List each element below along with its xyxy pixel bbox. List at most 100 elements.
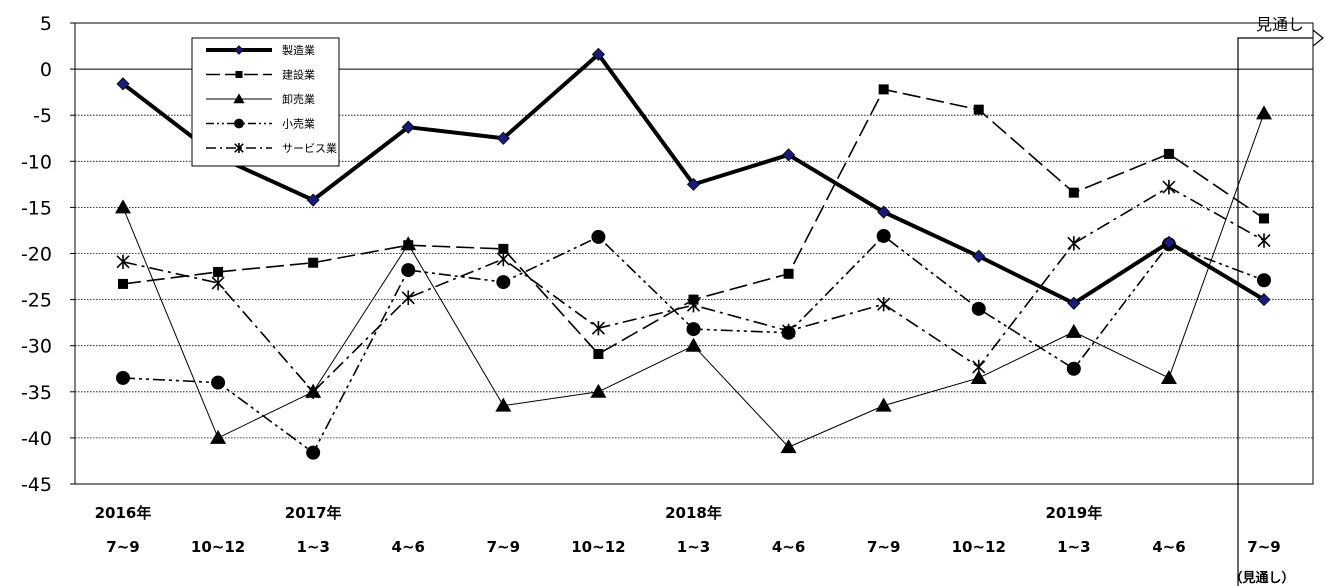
forecast-arrow-head	[1312, 29, 1324, 47]
data-point	[1162, 235, 1176, 250]
data-point	[401, 120, 415, 134]
data-point	[686, 177, 701, 191]
data-point	[495, 397, 512, 412]
data-point	[401, 263, 416, 278]
data-point	[306, 445, 321, 460]
legend-label: サービス業	[282, 142, 337, 155]
data-point	[591, 229, 606, 244]
data-point	[116, 254, 130, 269]
y-axis: 5 0 -5 -10 -15 -20 -25 -30 -35 -40 -45	[21, 13, 75, 496]
data-point	[116, 77, 130, 91]
data-point	[1256, 105, 1272, 120]
data-point	[590, 383, 607, 398]
year-label: 2016年	[95, 504, 152, 522]
data-point	[686, 297, 701, 313]
data-point	[1066, 361, 1081, 376]
forecast-line	[1237, 37, 1313, 586]
data-point	[1162, 179, 1176, 195]
x-tick-label: 1~3	[1057, 538, 1090, 556]
legend-marker	[234, 142, 244, 154]
data-point	[1257, 273, 1271, 288]
y-tick-label: 0	[40, 59, 52, 81]
x-tick-label: 7~9	[106, 538, 139, 556]
y-tick-label: -20	[21, 244, 52, 266]
data-point	[972, 249, 986, 263]
series-circle	[116, 228, 1271, 460]
data-point	[782, 323, 796, 339]
data-point	[1067, 236, 1081, 251]
y-tick-label: -25	[21, 290, 52, 312]
data-point	[877, 297, 891, 312]
data-point	[1257, 293, 1271, 307]
data-point	[211, 275, 225, 291]
forecast-note: （見通し）	[1229, 570, 1294, 586]
legend-label: 小売業	[282, 118, 315, 131]
data-point	[875, 397, 892, 412]
x-tick-label: 10~12	[191, 538, 245, 556]
x-tick-label: 10~12	[571, 538, 625, 556]
data-point	[403, 240, 414, 251]
data-point	[877, 205, 891, 219]
x-tick-label: 4~6	[1152, 538, 1185, 556]
data-point	[401, 290, 415, 305]
data-point	[973, 104, 984, 115]
data-point	[782, 148, 796, 162]
y-tick-label: 5	[40, 13, 52, 35]
legend-label: 建設業	[282, 68, 315, 82]
data-point	[970, 369, 987, 384]
data-point	[1065, 323, 1082, 338]
data-point	[783, 268, 794, 279]
data-point	[878, 84, 889, 95]
legend-label: 製造業	[282, 43, 315, 57]
data-point	[1068, 187, 1079, 198]
y-tick-label: -35	[21, 382, 52, 404]
data-point	[210, 429, 227, 444]
data-point	[1067, 296, 1081, 310]
data-point	[780, 439, 797, 454]
legend-marker	[235, 71, 243, 78]
year-label: 2017年	[285, 504, 342, 522]
data-point	[876, 228, 891, 243]
y-tick-label: -15	[21, 197, 52, 219]
data-point	[972, 359, 986, 375]
y-tick-label: -5	[33, 105, 52, 127]
year-label: 2019年	[1045, 504, 1102, 522]
x-axis: 7~9 10~12 1~3 4~6 7~9 10~12 1~3 4~6 7~9 10~12 1~3 4…	[95, 504, 1281, 556]
data-point	[686, 322, 701, 337]
data-point	[591, 320, 605, 336]
x-tick-label: 1~3	[677, 538, 710, 556]
data-point	[306, 384, 320, 399]
legend-marker	[233, 93, 245, 104]
data-point	[308, 257, 319, 268]
data-point	[971, 301, 986, 316]
legend-marker	[234, 118, 244, 129]
data-point	[116, 370, 130, 385]
data-point	[1160, 369, 1177, 384]
data-point	[593, 348, 604, 359]
data-point	[118, 278, 128, 289]
legend-box	[191, 37, 340, 167]
data-point	[1259, 213, 1269, 224]
data-point	[1163, 148, 1174, 159]
data-point	[591, 47, 605, 61]
y-tick-label: -40	[21, 428, 52, 450]
data-point	[496, 251, 510, 267]
x-tick-label: 10~12	[952, 538, 1006, 556]
y-tick-label: -45	[21, 474, 52, 496]
y-tick-label: -10	[21, 151, 52, 173]
x-tick-label: 4~6	[772, 538, 805, 556]
data-point	[115, 199, 131, 214]
x-tick-label: 4~6	[392, 538, 425, 556]
data-point	[213, 266, 224, 277]
y-tick-label: -30	[21, 336, 52, 358]
series-diamond	[116, 47, 1271, 310]
data-point	[496, 131, 510, 145]
data-point	[1257, 233, 1271, 248]
data-point	[211, 375, 226, 390]
year-label: 2018年	[665, 504, 722, 522]
x-tick-label: 1~3	[296, 538, 329, 556]
x-tick-label: 7~9	[487, 538, 520, 556]
forecast-label: 見通し	[1256, 15, 1304, 34]
